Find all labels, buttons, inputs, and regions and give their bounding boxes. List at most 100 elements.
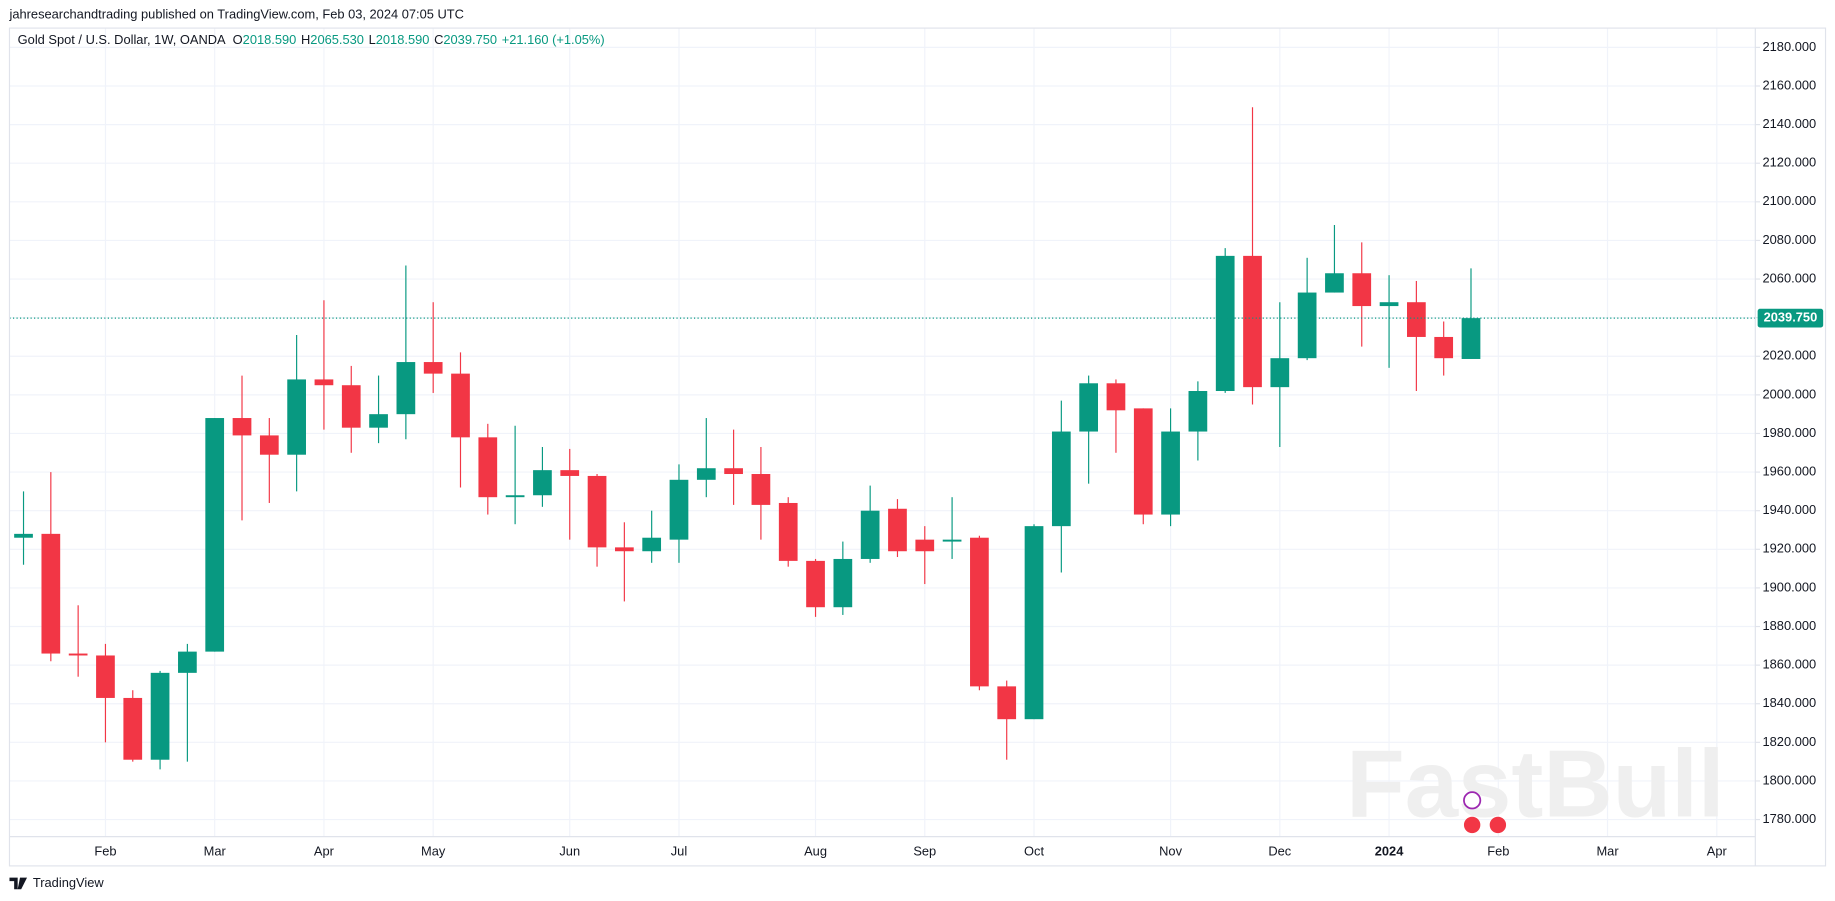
x-tick-label: Aug	[804, 843, 827, 858]
legend-key: H	[301, 32, 310, 47]
candle-body	[396, 362, 416, 415]
event-icon	[1463, 791, 1482, 810]
candle-body	[614, 547, 634, 552]
candle-body	[669, 479, 689, 540]
x-tick-label: Oct	[1024, 843, 1044, 858]
y-tick-label: 1820.000	[1763, 734, 1817, 749]
x-tick-label: 2024	[1375, 843, 1404, 858]
candle-body	[806, 560, 825, 608]
candle-body	[1215, 255, 1235, 392]
y-tick-label: 1940.000	[1763, 502, 1817, 517]
candle-body	[1106, 383, 1126, 411]
candle-body	[287, 379, 306, 455]
y-tick-label: 1800.000	[1763, 772, 1817, 787]
legend-key: L	[369, 32, 376, 47]
y-tick-label: 2080.000	[1763, 232, 1817, 247]
candle-body	[478, 437, 498, 498]
candle-body	[1051, 431, 1071, 527]
y-tick-label: 1780.000	[1763, 811, 1817, 826]
legend-value: 2018.590	[376, 32, 430, 47]
candle-body	[259, 435, 279, 455]
candle-body	[1079, 383, 1099, 432]
x-tick-label: Jun	[559, 843, 580, 858]
x-tick-label: Nov	[1159, 843, 1182, 858]
legend-key: C	[434, 32, 443, 47]
candle-body	[205, 418, 225, 652]
candle-body	[997, 686, 1017, 720]
legend-change: +21.160 (+1.05%)	[502, 32, 605, 47]
legend-value: 2065.530	[310, 32, 364, 47]
candle-body	[1325, 273, 1344, 293]
x-tick-label: Mar	[204, 843, 227, 858]
candle-body	[642, 537, 662, 552]
candle-body	[314, 379, 334, 386]
candle-body	[970, 537, 989, 687]
candle-body	[96, 655, 115, 698]
footer-text: TradingView	[33, 875, 104, 890]
symbol: Gold Spot / U.S. Dollar, 1W, OANDA	[18, 32, 226, 47]
candle-body	[451, 373, 470, 438]
candle-body	[942, 539, 962, 542]
candle-body	[915, 539, 935, 552]
candle-body	[833, 558, 853, 608]
y-tick-label: 2100.000	[1763, 193, 1817, 208]
candle-body	[178, 651, 197, 673]
candle-body	[888, 508, 907, 552]
candle-body	[860, 510, 880, 559]
header: jahresearchandtrading published on Tradi…	[8, 7, 463, 22]
x-tick-label: Dec	[1268, 843, 1291, 858]
last-price-tag	[1757, 308, 1824, 328]
event-icon	[1489, 816, 1507, 834]
x-tick-label: Mar	[1596, 843, 1619, 858]
candle-body	[724, 468, 743, 475]
candle-body	[1352, 273, 1372, 307]
last-price-label: 2039.750	[1764, 310, 1818, 325]
candle-body	[150, 672, 170, 760]
candles	[14, 107, 1481, 770]
candle-body	[533, 470, 552, 496]
x-tick-label: Sep	[913, 843, 936, 858]
x-tick-label: Feb	[94, 843, 116, 858]
y-tick-label: 2160.000	[1763, 77, 1817, 92]
y-tick-label: 2120.000	[1763, 155, 1817, 170]
y-tick-label: 2000.000	[1763, 386, 1817, 401]
candle-body	[1133, 408, 1153, 515]
candle-body	[1379, 302, 1399, 307]
x-tick-label: Jul	[671, 843, 687, 858]
y-tick-label: 1900.000	[1763, 579, 1817, 594]
y-tick-label: 1960.000	[1763, 463, 1817, 478]
x-tick-label: Apr	[1707, 843, 1728, 858]
candle-body	[505, 495, 525, 498]
y-tick-label: 2020.000	[1763, 348, 1817, 363]
frame	[8, 27, 1827, 867]
x-tick-label: May	[421, 843, 446, 858]
candle-body	[1243, 255, 1262, 388]
overlay: 1780.000 1800.000 1820.000 1840.000 1860.000…	[9, 39, 1824, 858]
event-icons	[1463, 791, 1507, 834]
watermark: FastBull	[1346, 730, 1724, 837]
x-tick-label: Apr	[314, 843, 335, 858]
candle-body	[560, 470, 580, 476]
grid	[9, 28, 1756, 837]
candle-body	[68, 653, 88, 656]
candle-body	[1407, 302, 1426, 337]
candle-body	[1024, 526, 1044, 720]
candle-body	[1270, 358, 1290, 388]
candle-body	[587, 475, 607, 548]
legend-value: 2039.750	[443, 32, 497, 47]
y-tick-label: 2060.000	[1763, 270, 1817, 285]
legend: Gold Spot / U.S. Dollar, 1W, OANDA O2018.…	[18, 32, 605, 47]
candle-body	[1297, 292, 1317, 359]
candle-body	[778, 502, 798, 561]
y-tick-label: 2140.000	[1763, 116, 1817, 131]
candle-body	[123, 697, 143, 760]
legend-value: 2018.590	[243, 32, 297, 47]
candle-body	[696, 468, 716, 480]
candle-body	[232, 418, 252, 436]
y-tick-label: 2180.000	[1763, 39, 1817, 54]
y-tick-label: 1860.000	[1763, 657, 1817, 672]
candle-body	[1434, 336, 1454, 359]
candle-body	[369, 414, 388, 428]
